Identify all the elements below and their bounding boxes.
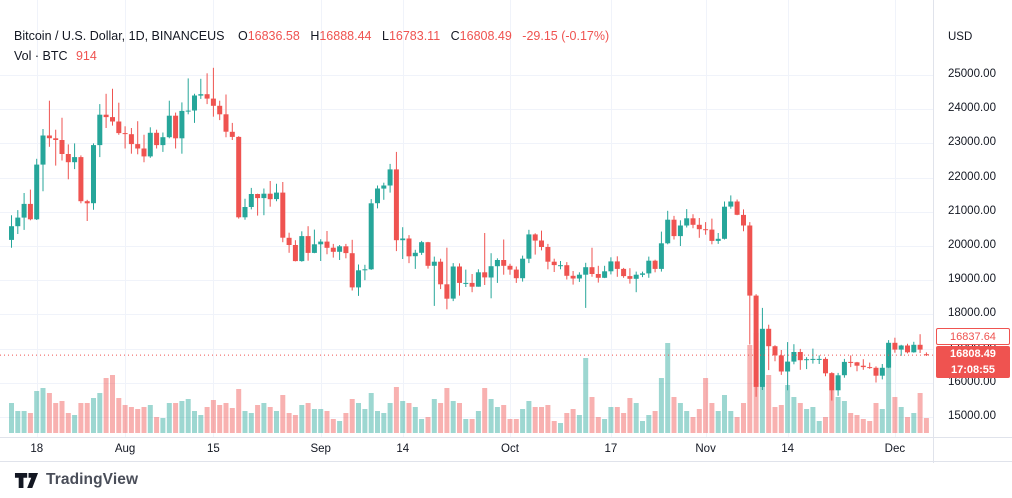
time-tick-label: Dec bbox=[884, 443, 906, 455]
footer: TradingView bbox=[14, 467, 138, 493]
ohlc-close: C16808.49 bbox=[450, 29, 512, 43]
time-tick-label: Sep bbox=[310, 443, 331, 455]
price-tick-label: 25000.00 bbox=[948, 68, 996, 80]
price-tick-label: 18000.00 bbox=[948, 307, 996, 320]
time-tick-label: Aug bbox=[114, 443, 136, 455]
price-tick-label: 24000.00 bbox=[948, 102, 996, 115]
volume-row[interactable]: Vol · BTC 914 bbox=[14, 48, 609, 65]
price-tick-label: 22000.00 bbox=[948, 170, 996, 183]
time-tick-label: Oct bbox=[501, 443, 519, 455]
price-tick-label: 15000.00 bbox=[948, 410, 996, 422]
time-tick-label: 14 bbox=[781, 443, 795, 455]
ohlc-open: O16836.58 bbox=[237, 29, 300, 43]
volume-label: Vol · BTC bbox=[14, 49, 68, 63]
time-tick-label: 14 bbox=[396, 443, 410, 455]
bar-countdown-timer: 17:08:55 bbox=[950, 364, 996, 376]
time-tick-label: 18 bbox=[30, 443, 44, 455]
tradingview-logo-text[interactable]: TradingView bbox=[46, 471, 139, 488]
time-tick-label: 17 bbox=[604, 443, 618, 455]
symbol-info-row[interactable]: Bitcoin / U.S. Dollar, 1D, BINANCEUS O16… bbox=[14, 28, 609, 45]
last-price-label: 16808.49 17:08:55 bbox=[936, 346, 1010, 378]
time-scale[interactable]: 18 Aug 15 Sep 14 Oct 17 Nov 14 Dec bbox=[0, 437, 1012, 463]
candlestick-chart-pane[interactable] bbox=[0, 0, 933, 437]
time-tick-label: 15 bbox=[207, 443, 220, 455]
chart-legend: Bitcoin / U.S. Dollar, 1D, BINANCEUS O16… bbox=[14, 28, 609, 65]
scale-corner-separator bbox=[933, 438, 934, 463]
last-price-value: 16808.49 bbox=[950, 348, 996, 360]
ohlc-high: H16888.44 bbox=[310, 29, 372, 43]
price-tick-label: 20000.00 bbox=[948, 239, 996, 251]
volume-value: 914 bbox=[75, 49, 97, 63]
price-tick-label: 16000.00 bbox=[948, 375, 996, 388]
price-tick-label: 23000.00 bbox=[948, 136, 996, 149]
symbol-title[interactable]: Bitcoin / U.S. Dollar, 1D, BINANCEUS bbox=[14, 29, 225, 43]
change-value: -29.15 (-0.17%) bbox=[522, 29, 610, 43]
time-tick-label: Nov bbox=[695, 443, 716, 455]
ohlc-low: L16783.11 bbox=[381, 29, 441, 43]
price-scale[interactable]: USD 25000.00 24000.00 23000.00 22000.00 2100… bbox=[933, 0, 1012, 437]
tradingview-logo-icon[interactable] bbox=[14, 471, 39, 490]
currency-label: USD bbox=[948, 31, 973, 43]
prev-close-price-label: 16837.64 bbox=[936, 328, 1010, 345]
price-tick-label: 19000.00 bbox=[948, 273, 996, 286]
price-tick-label: 21000.00 bbox=[948, 204, 996, 217]
